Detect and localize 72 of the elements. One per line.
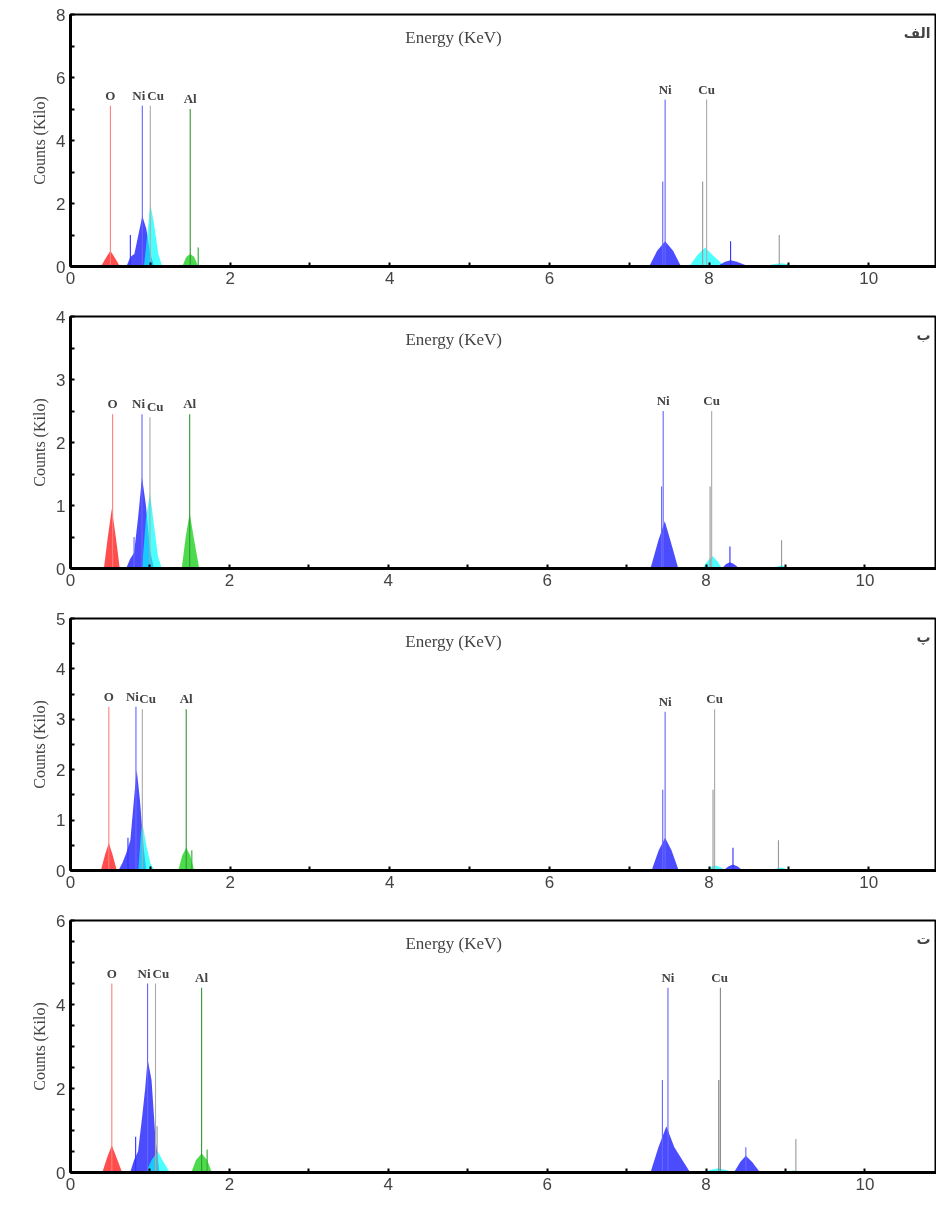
- x-tick-label: 2: [224, 570, 235, 590]
- x-tick-label: 2: [225, 872, 235, 892]
- annotation: Ni: [658, 693, 673, 709]
- x-tick-label: 10: [855, 570, 875, 590]
- y-tick-label: 4: [56, 995, 66, 1015]
- text: ب: [916, 326, 931, 343]
- annotation: Cu: [698, 81, 715, 97]
- annotation: O: [107, 396, 118, 412]
- x-tick-label: 4: [383, 1174, 394, 1194]
- y-tick-label: 6: [56, 911, 66, 931]
- y-tick-label: 8: [56, 5, 66, 25]
- y-tick-label: 4: [56, 307, 66, 327]
- annotation: Ni: [658, 81, 673, 97]
- annotation: Cu: [146, 399, 164, 415]
- x-tick-label: 6: [542, 1174, 552, 1194]
- x-tick-label: 4: [385, 872, 395, 892]
- annotation: Cu: [152, 965, 170, 981]
- x-tick-label: 10: [859, 268, 879, 288]
- x-axis-title: Energy (KeV): [405, 27, 502, 47]
- x-tick-label: 10: [855, 1174, 875, 1194]
- y-tick-label: 2: [56, 760, 66, 780]
- annotation: Cu: [139, 691, 156, 707]
- y-axis-title: Counts (Kilo): [31, 96, 50, 185]
- y-tick-label: 1: [56, 496, 66, 516]
- y-tick-label: 2: [56, 1079, 66, 1099]
- annotation: Cu: [147, 87, 164, 103]
- x-axis-title: Energy (KeV): [405, 933, 502, 953]
- y-tick-label: 6: [56, 68, 66, 88]
- x-tick-label: 10: [859, 872, 879, 892]
- x-tick-label: 4: [385, 268, 395, 288]
- annotation: Ni: [661, 969, 675, 985]
- y-tick-label: 1: [56, 811, 66, 831]
- x-tick-label: 4: [383, 570, 394, 590]
- text: ت: [916, 930, 931, 947]
- x-tick-label: 8: [704, 268, 714, 288]
- y-axis-title: Counts (Kilo): [31, 1002, 50, 1091]
- annotation: Al: [183, 396, 197, 412]
- annotation: Cu: [706, 691, 723, 707]
- x-tick-label: 6: [544, 872, 555, 892]
- y-tick-label: 2: [56, 194, 66, 214]
- x-axis-title: Energy (KeV): [405, 329, 502, 349]
- annotation: Ni: [132, 396, 146, 412]
- y-tick-label: 4: [56, 659, 66, 679]
- text: الف: [903, 24, 931, 41]
- annotation: Ni: [137, 965, 151, 981]
- annotation: Ni: [125, 688, 140, 704]
- annotation: O: [103, 688, 114, 704]
- y-tick-label: 3: [56, 370, 66, 390]
- x-tick-label: 2: [225, 268, 235, 288]
- x-tick-label: 6: [542, 570, 552, 590]
- x-axis-title: Energy (KeV): [405, 631, 502, 651]
- y-tick-label: 4: [56, 131, 66, 151]
- y-tick-label: 3: [56, 710, 66, 730]
- annotation: O: [106, 965, 117, 981]
- annotation: O: [105, 87, 116, 103]
- annotation: Al: [179, 691, 194, 707]
- annotation: Cu: [703, 393, 720, 408]
- x-tick-label: 8: [704, 872, 714, 892]
- x-tick-label: 8: [701, 1174, 711, 1194]
- x-tick-label: 2: [224, 1174, 235, 1194]
- y-tick-label: 2: [56, 433, 66, 453]
- y-axis-title: Counts (Kilo): [31, 700, 50, 789]
- annotation: Ni: [132, 87, 146, 103]
- y-tick-label: 5: [56, 609, 66, 629]
- x-tick-label: 8: [701, 570, 711, 590]
- annotation: Cu: [711, 969, 728, 985]
- y-axis-title: Counts (Kilo): [31, 398, 50, 487]
- x-tick-label: 6: [544, 268, 555, 288]
- annotation: Al: [195, 969, 209, 985]
- annotation: Al: [183, 91, 198, 106]
- text: پ: [916, 628, 931, 646]
- annotation: Ni: [656, 393, 671, 408]
